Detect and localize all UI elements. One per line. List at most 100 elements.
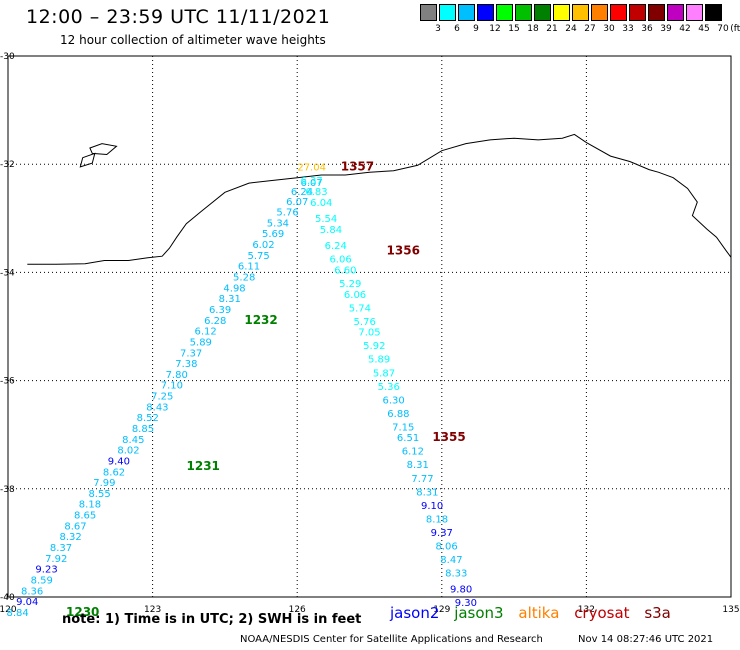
swh-value-label: 9.10: [421, 501, 443, 512]
lat-tick-label: -32: [0, 160, 15, 170]
swh-value-label: 7.80: [166, 370, 188, 381]
coastline: [27, 133, 732, 265]
lon-tick-label: 120: [0, 605, 17, 615]
island-outline: [89, 143, 118, 156]
legend-s3a: s3a: [644, 604, 671, 622]
swh-value-label: 6.37: [301, 176, 323, 187]
swh-value-label: 8.67: [64, 521, 86, 532]
scale-swatch: [591, 4, 608, 21]
swh-value-label: 6.28: [204, 316, 226, 327]
swh-value-label: 5.36: [378, 382, 400, 393]
swh-value-label: 6.30: [382, 395, 404, 406]
lon-tick-label: 123: [144, 605, 161, 615]
credit-text: NOAA/NESDIS Center for Satellite Applica…: [240, 634, 543, 645]
legend-cryosat: cryosat: [574, 604, 630, 622]
swh-value-label: 6.24: [291, 187, 313, 198]
scale-label: 9: [473, 24, 479, 34]
pass-time-label: 1232: [244, 313, 277, 327]
scale-label: 12: [489, 24, 501, 34]
lon-tick-label: 126: [289, 605, 306, 615]
scale-swatch: [477, 4, 494, 21]
swh-value-label: 8.18: [426, 514, 448, 525]
swh-value-label: 7.99: [93, 478, 115, 489]
swh-value-label: 7.10: [161, 381, 183, 392]
legend-jason2: jason2: [390, 604, 440, 622]
scale-label: 18: [527, 24, 539, 34]
scale-label: 15: [508, 24, 520, 34]
swh-value-label: 9.23: [35, 565, 57, 576]
swh-value-label: 8.84: [7, 608, 29, 619]
mission-legend: jason2 jason3 altika cryosat s3a: [390, 604, 681, 622]
lon-tick-label: 132: [578, 605, 595, 615]
swh-value-label: 8.43: [146, 402, 168, 413]
map-frame: [7, 55, 732, 598]
scale-label: 3: [435, 24, 441, 34]
scale-label: 70: [717, 24, 729, 34]
scale-swatch: [705, 4, 722, 21]
swh-value-label: 5.89: [368, 355, 390, 366]
swh-value-label: 8.18: [79, 500, 101, 511]
scale-label: 6: [454, 24, 460, 34]
swh-value-label: 5.54: [315, 214, 337, 225]
swh-value-label: 4.98: [223, 283, 245, 294]
page-subtitle: 12 hour collection of altimeter wave hei…: [60, 33, 326, 47]
swh-value-label: 8.36: [21, 586, 43, 597]
lat-tick-label: -34: [0, 268, 15, 278]
swh-value-label: 7.05: [358, 328, 380, 339]
generated-timestamp: Nov 14 08:27:46 UTC 2021: [578, 634, 714, 645]
swh-value-label: 6.07: [286, 197, 308, 208]
swh-value-label: 5.92: [363, 341, 385, 352]
swh-value-label: 8.47: [440, 555, 462, 566]
lon-tick-label: 135: [722, 605, 739, 615]
swh-value-label: 6.02: [252, 240, 274, 251]
footer-note: note: 1) Time is in UTC; 2) SWH is in fe…: [62, 612, 362, 627]
swh-value-label: 6.06: [329, 255, 351, 266]
swh-value-label: 8.59: [31, 575, 53, 586]
swh-value-label: 8.31: [416, 487, 438, 498]
scale-label: 39: [660, 24, 672, 34]
swh-value-label: 6.83: [305, 187, 327, 198]
scale-swatch: [572, 4, 589, 21]
scale-swatch: [648, 4, 665, 21]
swh-value-label: 7.37: [180, 348, 202, 359]
swh-value-label: 7.38: [175, 359, 197, 370]
scale-label: 33: [622, 24, 634, 34]
scale-swatch: [553, 4, 570, 21]
swh-value-label: 8.31: [219, 294, 241, 305]
lat-tick-label: -38: [0, 485, 15, 495]
scale-label: 42: [679, 24, 691, 34]
island-outline: [79, 152, 96, 168]
swh-value-label: 6.51: [397, 433, 419, 444]
scale-label: 30: [603, 24, 615, 34]
swh-value-label: 9.80: [450, 585, 472, 596]
swh-value-label: 7.25: [151, 392, 173, 403]
swh-value-label: 6.06: [344, 290, 366, 301]
swh-value-label: 6.60: [334, 265, 356, 276]
swh-value-label: 8.52: [137, 413, 159, 424]
swh-value-label: 8.32: [60, 532, 82, 543]
swh-value-label: 5.75: [248, 251, 270, 262]
swh-value-label: 8.02: [117, 446, 139, 457]
scale-swatch: [458, 4, 475, 21]
swh-value-label: 7.77: [411, 474, 433, 485]
swh-value-label: 5.74: [349, 303, 371, 314]
swh-value-label: 6.88: [387, 409, 409, 420]
lat-tick-label: -30: [0, 52, 15, 62]
scale-swatch: [667, 4, 684, 21]
swh-value-label: 5.28: [233, 273, 255, 284]
swh-value-label: 6.11: [238, 262, 260, 273]
swh-value-label: 8.62: [103, 467, 125, 478]
swh-value-label: 5.84: [320, 225, 342, 236]
swh-value-label: 6.04: [310, 198, 332, 209]
swh-value-label: 5.29: [339, 279, 361, 290]
legend-jason3: jason3: [454, 604, 504, 622]
swh-value-label: 6.24: [325, 241, 347, 252]
swh-value-label: 5.69: [262, 229, 284, 240]
swh-value-label: 5.76: [354, 317, 376, 328]
swh-value-label: 6.39: [209, 305, 231, 316]
lat-tick-label: -36: [0, 377, 15, 387]
swh-value-label: 8.33: [445, 568, 467, 579]
scale-label: 45: [698, 24, 710, 34]
swh-value-label: 9.37: [431, 528, 453, 539]
swh-value-label: 9.30: [455, 598, 477, 609]
